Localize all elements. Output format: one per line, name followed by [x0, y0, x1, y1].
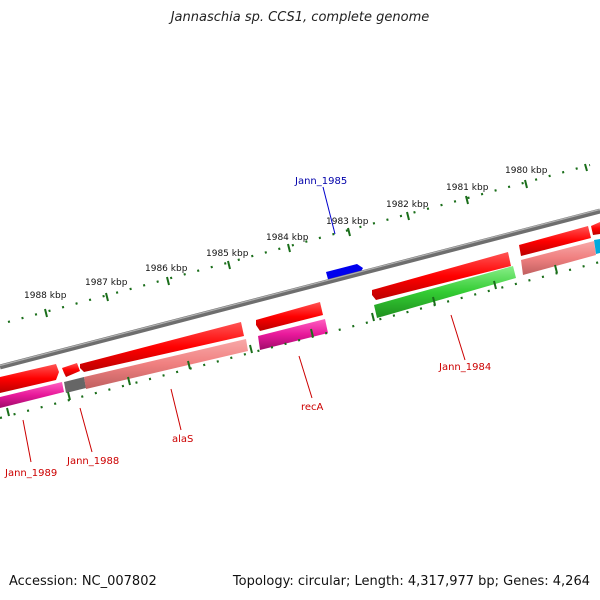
- gene-feature-magenta[interactable]: [258, 319, 328, 350]
- gene-feature-green[interactable]: [374, 266, 516, 318]
- reverse-feature-track: [0, 239, 600, 408]
- gene-jann-1989[interactable]: [0, 382, 64, 408]
- gene-label-jann-1988[interactable]: Jann_1988: [66, 456, 119, 467]
- kbp-label: 1984 kbp: [266, 233, 309, 243]
- gene-label-jann-1989[interactable]: Jann_1989: [4, 468, 57, 479]
- kbp-label: 1983 kbp: [326, 217, 369, 227]
- gene-jann-1988[interactable]: [64, 377, 86, 393]
- outer-tick-ring: [7, 163, 591, 324]
- kbp-label: 1982 kbp: [386, 200, 429, 210]
- kbp-label: 1987 kbp: [85, 278, 128, 288]
- kbp-label: 1988 kbp: [24, 291, 67, 301]
- gene-cds[interactable]: [80, 322, 244, 372]
- inner-tick-ring: [0, 260, 600, 420]
- label-leaders: [22, 186, 466, 463]
- gene-cds-reverse[interactable]: [521, 241, 596, 275]
- genome-stats-text: Topology: circular; Length: 4,317,977 bp…: [232, 574, 590, 589]
- outer-major-ticks: [44, 163, 588, 318]
- inner-major-ticks: [6, 264, 558, 417]
- gene-cds[interactable]: [591, 222, 600, 235]
- genome-title: Jannaschia sp. CCS1, complete genome: [170, 10, 430, 25]
- gene-jann-1984[interactable]: [372, 252, 511, 300]
- gene-label-reca[interactable]: recA: [301, 402, 324, 413]
- kbp-label: 1986 kbp: [145, 264, 188, 274]
- gene-labels: Jann_1985 Jann_1984 recA alaS Jann_1988 …: [4, 176, 491, 479]
- gene-alas[interactable]: [84, 339, 248, 389]
- gene-label-jann-1984[interactable]: Jann_1984: [438, 362, 491, 373]
- gene-label-alas[interactable]: alaS: [172, 434, 193, 445]
- kbp-labels: 1980 kbp 1981 kbp 1982 kbp 1983 kbp 1984…: [24, 166, 548, 301]
- kbp-label: 1980 kbp: [505, 166, 548, 176]
- accession-text: Accession: NC_007802: [9, 574, 157, 589]
- gene-feature-cyan[interactable]: [594, 239, 600, 254]
- forward-cds-track: [0, 222, 600, 393]
- gene-cds[interactable]: [62, 363, 80, 377]
- gene-reca[interactable]: [256, 302, 323, 331]
- kbp-label: 1981 kbp: [446, 183, 489, 193]
- gene-cds[interactable]: [519, 226, 591, 256]
- gene-cds[interactable]: [0, 364, 59, 393]
- genome-backbone: [0, 208, 600, 370]
- kbp-label: 1985 kbp: [206, 249, 249, 259]
- gene-label-jann-1985[interactable]: Jann_1985: [294, 176, 347, 187]
